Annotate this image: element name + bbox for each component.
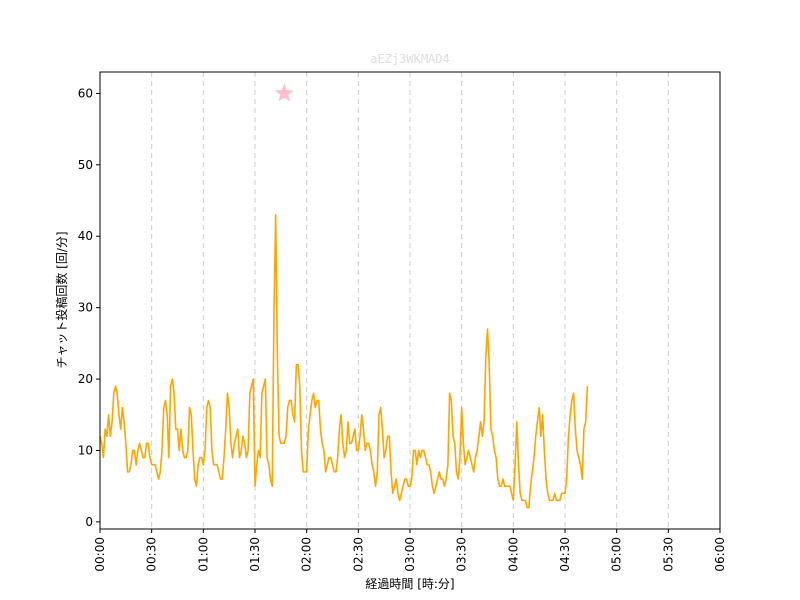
x-tick-label: 01:30 <box>248 537 262 572</box>
x-axis-ticks: 00:00 00:30 01:00 01:30 02:00 02:30 03:00 03:30… <box>93 529 727 572</box>
x-tick-label: 03:30 <box>455 537 469 572</box>
plot-frame <box>99 71 721 530</box>
x-tick-label: 01:00 <box>196 537 210 572</box>
y-axis-label: チャット投稿回数 [回/分] <box>54 231 69 368</box>
x-axis-label: 経過時間 [時:分] <box>365 577 454 591</box>
x-tick-label: 03:00 <box>403 537 417 572</box>
y-tick-label: 50 <box>78 158 93 172</box>
x-tick-label: 05:00 <box>610 537 624 572</box>
star-marker <box>274 83 294 102</box>
x-tick-label: 05:30 <box>661 537 675 572</box>
series-line <box>99 214 589 509</box>
x-tick-label: 00:00 <box>93 537 107 572</box>
x-tick-label: 02:00 <box>300 537 314 572</box>
chart-title: aEZj3WKMAD4 <box>370 52 449 66</box>
x-tick-label: 06:00 <box>713 537 727 572</box>
y-tick-label: 60 <box>78 86 93 100</box>
y-tick-label: 30 <box>78 301 93 315</box>
x-tick-label: 04:30 <box>558 537 572 572</box>
x-tick-label: 00:30 <box>145 537 159 572</box>
y-axis-ticks: 0 10 20 30 40 50 60 <box>78 86 100 529</box>
y-tick-label: 20 <box>78 372 93 386</box>
y-tick-label: 0 <box>85 515 93 529</box>
y-tick-label: 40 <box>78 229 93 243</box>
grid-lines <box>151 72 669 529</box>
x-tick-label: 04:00 <box>506 537 520 572</box>
series-layer <box>99 214 589 509</box>
marker-layer <box>274 83 294 102</box>
x-tick-label: 02:30 <box>351 537 365 572</box>
y-tick-label: 10 <box>78 443 93 457</box>
